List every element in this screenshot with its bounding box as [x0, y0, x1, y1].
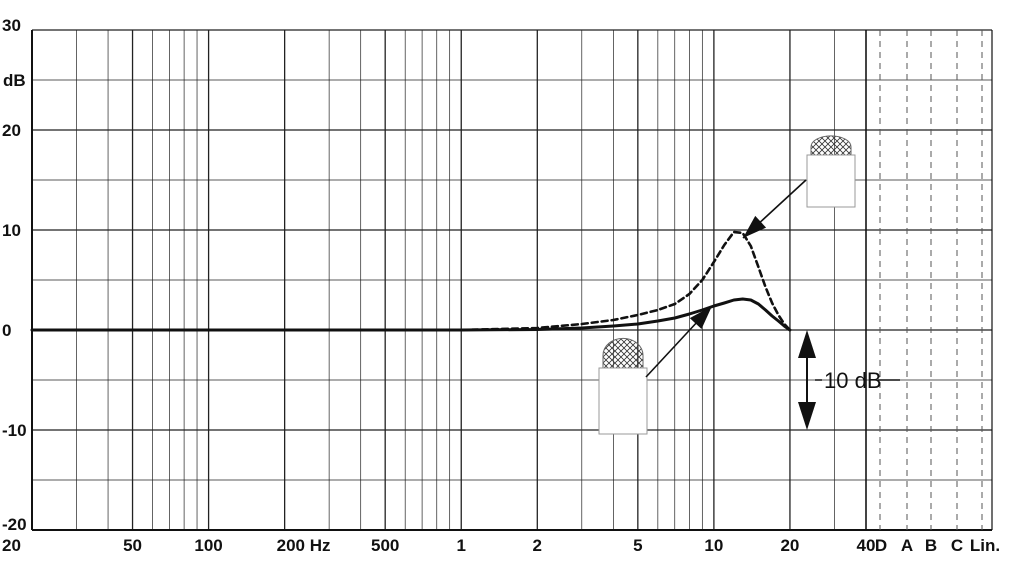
- scale-bar-label: 10 dB: [824, 368, 882, 393]
- filter-label: Lin.: [970, 536, 1000, 555]
- annotation-layer: 10 dB: [598, 135, 900, 435]
- capsule-grille: [810, 135, 852, 156]
- solid-series-line: [30, 297, 792, 332]
- y-tick-label: 0: [2, 321, 11, 340]
- microphone-capsule-icon: [806, 135, 856, 208]
- solid-series-pointer-arrow-head: [689, 306, 712, 330]
- y-unit-label: dB: [3, 71, 26, 90]
- filter-label: C: [951, 536, 963, 555]
- y-tick-label: -20: [2, 515, 27, 534]
- x-tick-label: 50: [123, 536, 142, 555]
- x-tick-label: 5: [633, 536, 642, 555]
- capsule-body: [598, 367, 648, 435]
- dashed-series-line: [30, 230, 792, 332]
- grid: [31, 29, 993, 531]
- series-layer: [30, 230, 792, 332]
- capsule-grille: [602, 337, 644, 369]
- scale-bar-bottom-arrowhead: [798, 402, 816, 430]
- filter-label: A: [901, 536, 913, 555]
- x-tick-label: 1: [457, 536, 466, 555]
- x-tick-label: 20: [780, 536, 799, 555]
- microphone-capsule-icon: [598, 337, 648, 435]
- x-tick-label: 2: [533, 536, 542, 555]
- x-tick-label: 20: [2, 536, 21, 555]
- y-tick-label: -10: [2, 421, 27, 440]
- scale-bar-top-arrowhead: [798, 330, 816, 358]
- filter-label: B: [925, 536, 937, 555]
- y-tick-label: 30: [2, 16, 21, 35]
- x-tick-label: 200 Hz: [277, 536, 331, 555]
- x-tick-label: 500: [371, 536, 399, 555]
- capsule-body: [806, 154, 856, 208]
- filter-label: D: [875, 536, 887, 555]
- y-tick-label: 10: [2, 221, 21, 240]
- x-tick-label: 100: [194, 536, 222, 555]
- dashed-series-pointer-arrow-head: [743, 215, 767, 238]
- y-tick-label: 20: [2, 121, 21, 140]
- x-tick-label: 10: [704, 536, 723, 555]
- x-tick-label: 40: [857, 536, 876, 555]
